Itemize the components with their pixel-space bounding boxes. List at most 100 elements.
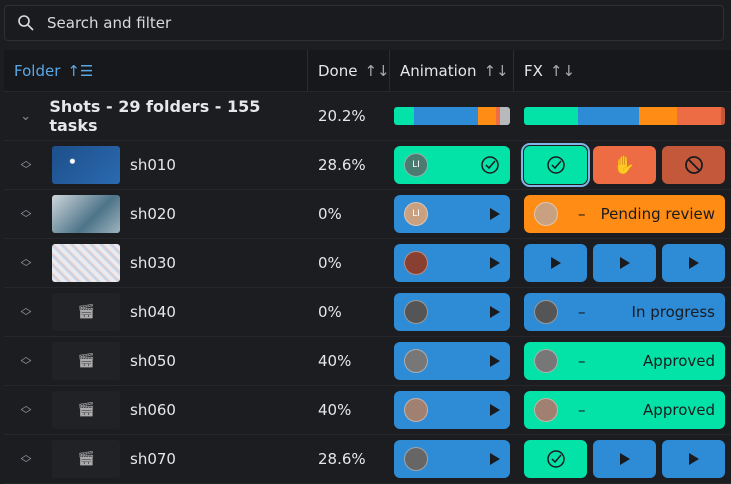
- task-cell-in-progress[interactable]: [394, 244, 510, 282]
- task-cell-in-progress[interactable]: [524, 244, 587, 282]
- task-table: Folder ↑☰ Done ↑↓ Animation ↑↓ FX ↑↓ ⌄ Shots …: [4, 50, 731, 484]
- check-circle-icon: [546, 449, 566, 469]
- task-cell-in-progress[interactable]: [662, 440, 725, 478]
- play-icon: [619, 453, 630, 465]
- bar-segment-approved: [524, 107, 579, 125]
- task-cell-in-progress[interactable]: [593, 244, 656, 282]
- expand-icon[interactable]: ︿ ﹀: [20, 252, 32, 274]
- bar-segment-pending: [477, 107, 497, 125]
- status-label: – Approved: [578, 352, 715, 370]
- column-animation[interactable]: Animation ↑↓: [390, 50, 514, 91]
- clapperboard-icon: 🎬︎: [77, 304, 95, 320]
- group-label: Shots - 29 folders - 155 tasks: [49, 97, 261, 135]
- column-folder[interactable]: Folder ↑☰: [4, 50, 308, 91]
- folder-name: sh020: [130, 205, 176, 223]
- play-icon: [490, 306, 500, 318]
- search-icon: [18, 15, 34, 31]
- done-percent: 40%: [318, 401, 352, 419]
- thumbnail-placeholder: 🎬︎: [52, 293, 120, 331]
- column-done[interactable]: Done ↑↓: [308, 50, 390, 91]
- done-percent: 40%: [318, 352, 352, 370]
- avatar: [404, 349, 428, 373]
- task-cell-approved[interactable]: [521, 143, 590, 187]
- task-cell-in-progress[interactable]: [394, 342, 510, 380]
- bar-segment-on_hold: [496, 107, 500, 125]
- table-row[interactable]: ︿ ﹀ 🎬︎ sh050 40% – Approved: [4, 337, 731, 386]
- bar-segment-in_progress: [413, 107, 478, 125]
- expand-icon[interactable]: ︿ ﹀: [20, 301, 32, 323]
- chevron-down-icon[interactable]: ⌄: [20, 108, 32, 124]
- task-cell-pending[interactable]: – Pending review: [524, 195, 725, 233]
- expand-icon[interactable]: ︿ ﹀: [20, 154, 32, 176]
- task-cell-in-progress[interactable]: LI: [394, 195, 510, 233]
- task-cell-in-progress[interactable]: [394, 440, 510, 478]
- play-icon: [490, 257, 500, 269]
- done-percent: 0%: [318, 205, 342, 223]
- folder-name: sh070: [130, 450, 176, 468]
- status-label: – Approved: [578, 401, 715, 419]
- task-cell-approved[interactable]: – Approved: [524, 391, 725, 429]
- task-cell-in-progress[interactable]: [394, 293, 510, 331]
- expand-icon[interactable]: ︿ ﹀: [20, 350, 32, 372]
- done-percent: 0%: [318, 254, 342, 272]
- thumbnail-placeholder: 🎬︎: [52, 342, 120, 380]
- avatar: [404, 300, 428, 324]
- column-label: Folder: [14, 61, 61, 80]
- bar-segment-in_progress: [578, 107, 639, 125]
- column-label: Done: [318, 61, 358, 80]
- task-cell-in-progress[interactable]: [394, 391, 510, 429]
- task-cell-in-progress[interactable]: [593, 440, 656, 478]
- task-cell-approved[interactable]: [524, 440, 587, 478]
- table-row[interactable]: ︿ ﹀ sh030 0%: [4, 239, 731, 288]
- play-icon: [490, 453, 500, 465]
- task-cell-approved[interactable]: LI: [394, 146, 510, 184]
- expand-icon[interactable]: ︿ ﹀: [20, 203, 32, 225]
- sort-icon[interactable]: ↑↓: [364, 61, 390, 80]
- task-cell-in-progress[interactable]: – In progress: [524, 293, 725, 331]
- search-input[interactable]: Search and filter: [47, 14, 172, 32]
- check-circle-icon: [480, 155, 500, 175]
- table-row[interactable]: ︿ ﹀ 🎬︎ sh060 40% – Approved: [4, 386, 731, 435]
- folder-name: sh010: [130, 156, 176, 174]
- done-percent: 0%: [318, 303, 342, 321]
- search-bar[interactable]: Search and filter: [4, 5, 724, 41]
- avatar: [534, 349, 558, 373]
- play-icon: [688, 257, 699, 269]
- bar-segment-approved: [394, 107, 414, 125]
- play-icon: [550, 257, 561, 269]
- table-row[interactable]: ︿ ﹀ 🎬︎ sh070 28.6%: [4, 435, 731, 484]
- done-percent: 28.6%: [318, 156, 366, 174]
- task-cell-in-progress[interactable]: [662, 244, 725, 282]
- clapperboard-icon: 🎬︎: [77, 451, 95, 467]
- sort-asc-icon[interactable]: ↑☰: [67, 61, 94, 80]
- thumbnail-placeholder: 🎬︎: [52, 440, 120, 478]
- task-cell-blocked[interactable]: [662, 146, 725, 184]
- expand-icon[interactable]: ︿ ﹀: [20, 448, 32, 470]
- task-cell-approved[interactable]: – Approved: [524, 342, 725, 380]
- play-icon: [490, 404, 500, 416]
- status-label: – In progress: [578, 303, 715, 321]
- table-row[interactable]: ︿ ﹀ 🎬︎ sh040 0% – In progress: [4, 288, 731, 337]
- group-done: 20.2%: [318, 107, 366, 125]
- folder-name: sh060: [130, 401, 176, 419]
- thumbnail: [52, 195, 120, 233]
- hand-icon: ✋: [613, 154, 636, 176]
- sort-icon[interactable]: ↑↓: [483, 61, 509, 80]
- avatar: [404, 447, 428, 471]
- folder-name: sh050: [130, 352, 176, 370]
- play-icon: [490, 208, 500, 220]
- avatar: [534, 300, 558, 324]
- clapperboard-icon: 🎬︎: [77, 402, 95, 418]
- folder-name: sh040: [130, 303, 176, 321]
- expand-icon[interactable]: ︿ ﹀: [20, 399, 32, 421]
- blocked-icon: [684, 155, 704, 175]
- task-cell-on-hold[interactable]: ✋: [593, 146, 656, 184]
- table-row[interactable]: ︿ ﹀ sh010 28.6% LI ✋: [4, 141, 731, 190]
- play-icon: [688, 453, 699, 465]
- column-fx[interactable]: FX ↑↓: [514, 50, 731, 91]
- sort-icon[interactable]: ↑↓: [549, 61, 576, 80]
- group-row[interactable]: ⌄ Shots - 29 folders - 155 tasks 20.2%: [4, 92, 731, 141]
- avatar: [534, 398, 558, 422]
- table-row[interactable]: ︿ ﹀ sh020 0% LI – Pending review: [4, 190, 731, 239]
- thumbnail: [52, 244, 120, 282]
